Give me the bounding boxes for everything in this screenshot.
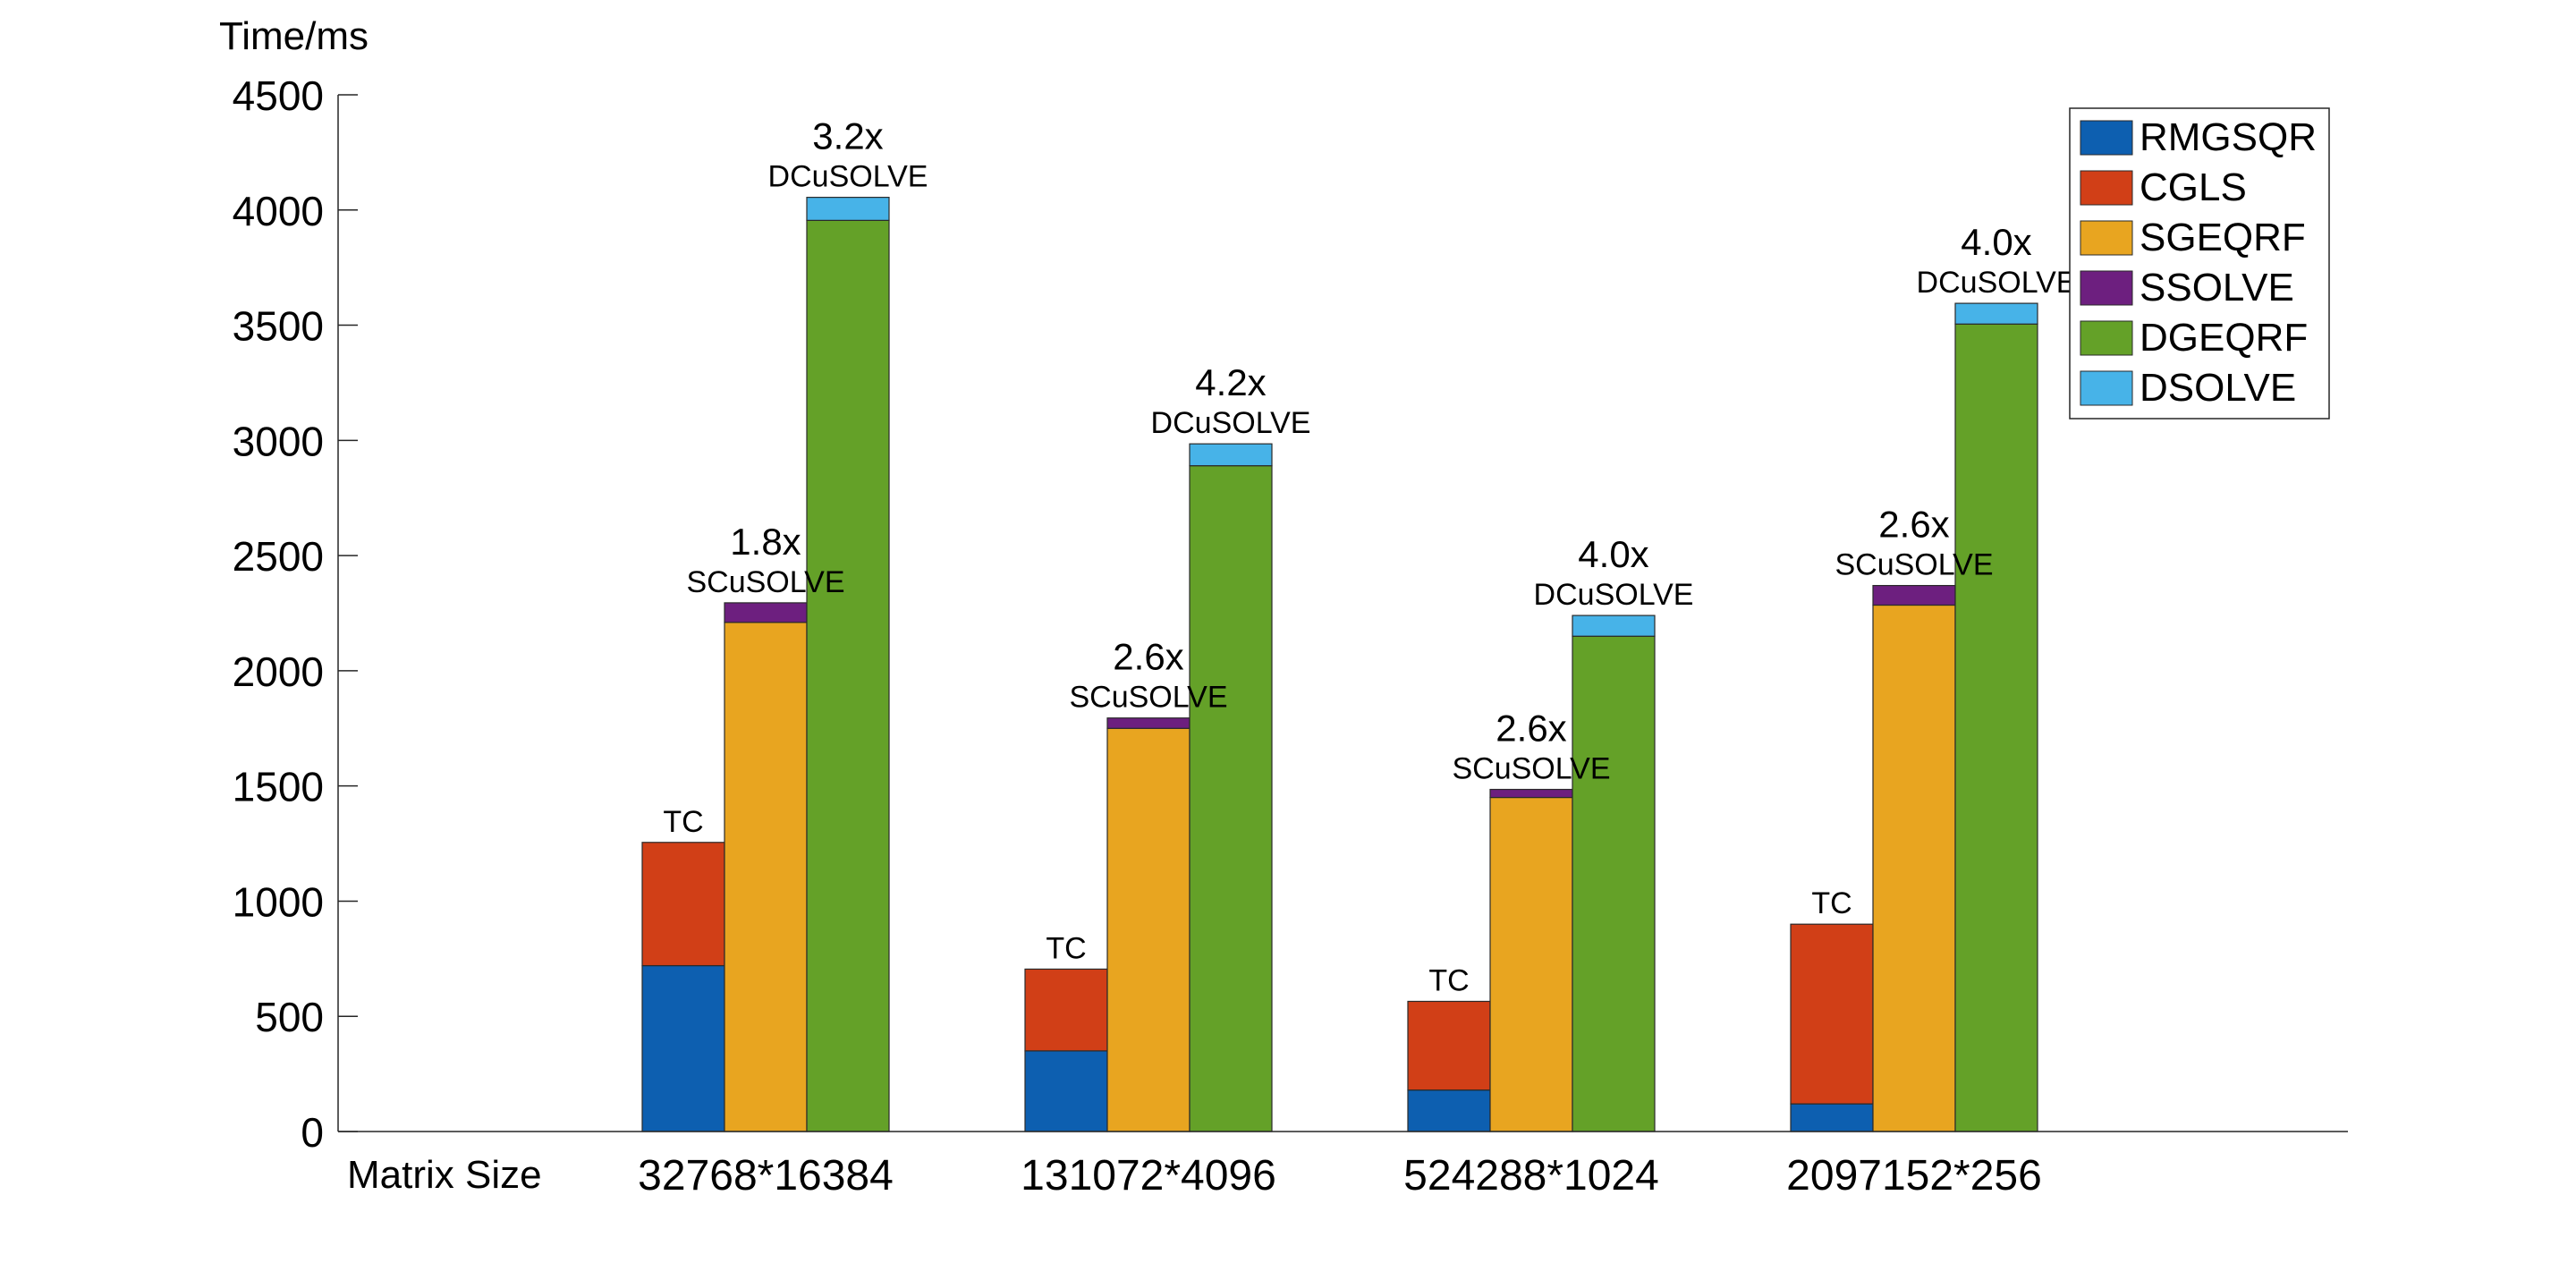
bar-segment-rmgsqr [1024, 1050, 1108, 1132]
bar-method-label: SCuSOLVE [1835, 548, 1993, 582]
legend-swatch-ssolve [2080, 270, 2133, 306]
legend-label-cgls: CGLS [2140, 165, 2247, 209]
legend-swatch-dgeqrf [2080, 320, 2133, 356]
speedup-label: 4.0x [1578, 533, 1648, 575]
x-axis-label: Matrix Size [347, 1153, 542, 1197]
legend: RMGSQR CGLS SGEQRF SSOLVE DGEQRF DSOLVE [2069, 107, 2330, 420]
legend-swatch-sgeqrf [2080, 220, 2133, 256]
bar-segment-dgeqrf [1189, 465, 1273, 1132]
y-tick-label: 0 [301, 1109, 324, 1156]
y-tick-label: 2500 [233, 533, 324, 580]
y-tick-label: 1000 [233, 878, 324, 925]
bar-method-label: SCuSOLVE [1452, 752, 1610, 786]
bar-segment-dsolve [1954, 302, 2038, 325]
y-axis-unit-label: Time/ms [219, 14, 369, 58]
bar-segment-dsolve [806, 197, 890, 221]
bar-segment-ssolve [1489, 788, 1573, 799]
legend-swatch-dsolve [2080, 370, 2133, 406]
bar-segment-cgls [641, 842, 725, 967]
y-tick-label: 500 [255, 994, 324, 1040]
legend-label-sgeqrf: SGEQRF [2140, 216, 2306, 259]
bar-segment-rmgsqr [1407, 1089, 1491, 1132]
bar-method-label: TC [1428, 963, 1469, 997]
x-category-label: 131072*4096 [1021, 1152, 1276, 1199]
bar-segment-dsolve [1572, 615, 1656, 637]
speedup-label: 2.6x [1113, 636, 1183, 678]
legend-swatch-rmgsqr [2080, 120, 2133, 156]
x-category-label: 32768*16384 [638, 1152, 894, 1199]
bar-labels-layer: TCSCuSOLVE1.8xDCuSOLVE3.2x32768*16384TCS… [638, 115, 2076, 1199]
bar-segment-sgeqrf [1489, 796, 1573, 1132]
bar-method-label: DCuSOLVE [1917, 266, 2077, 300]
y-tick-label: 3000 [233, 418, 324, 464]
bar-segment-rmgsqr [641, 964, 725, 1132]
legend-label-dgeqrf: DGEQRF [2140, 316, 2308, 360]
bar-segment-cgls [1407, 1000, 1491, 1091]
bars-layer [641, 197, 2038, 1132]
bar-method-label: DCuSOLVE [768, 160, 928, 194]
bar-segment-ssolve [724, 602, 808, 623]
legend-label-dsolve: DSOLVE [2140, 366, 2296, 410]
speedup-label: 2.6x [1496, 708, 1566, 750]
bar-method-label: TC [1811, 886, 1852, 920]
bar-segment-sgeqrf [1106, 727, 1191, 1132]
x-category-label: 2097152*256 [1786, 1152, 2042, 1199]
bar-segment-dgeqrf [806, 219, 890, 1132]
bar-segment-ssolve [1872, 584, 1956, 606]
speedup-label: 4.0x [1961, 221, 2031, 263]
bar-segment-ssolve [1106, 717, 1191, 729]
y-tick-label: 2000 [233, 648, 324, 695]
speedup-label: 3.2x [812, 115, 883, 157]
bar-method-label: SCuSOLVE [686, 565, 844, 599]
speedup-label: 1.8x [730, 521, 801, 563]
bar-segment-dgeqrf [1954, 323, 2038, 1132]
bar-method-label: DCuSOLVE [1534, 578, 1694, 612]
bar-segment-cgls [1790, 923, 1874, 1105]
x-category-label: 524288*1024 [1403, 1152, 1659, 1199]
bar-segment-cgls [1024, 968, 1108, 1052]
bar-segment-sgeqrf [724, 622, 808, 1132]
bar-segment-dgeqrf [1572, 635, 1656, 1132]
y-tick-label: 3500 [233, 303, 324, 350]
bar-segment-rmgsqr [1790, 1103, 1874, 1132]
bar-method-label: TC [1046, 931, 1086, 965]
legend-swatch-cgls [2080, 170, 2133, 206]
bar-segment-dsolve [1189, 443, 1273, 467]
legend-label-rmgsqr: RMGSQR [2140, 115, 2317, 159]
legend-box [2069, 107, 2330, 420]
y-tick-label: 4500 [233, 72, 324, 119]
bar-method-label: SCuSOLVE [1069, 681, 1227, 715]
y-tick-label: 4000 [233, 188, 324, 234]
bar-method-label: TC [663, 805, 703, 839]
y-tick-label: 1500 [233, 764, 324, 810]
speedup-label: 4.2x [1195, 361, 1266, 403]
legend-label-ssolve: SSOLVE [2140, 266, 2294, 309]
axes-layer: 0 500 1000 1500 2000 2500 3000 3500 4000 4500 [233, 72, 2348, 1156]
speedup-label: 2.6x [1878, 504, 1949, 546]
bar-segment-sgeqrf [1872, 604, 1956, 1132]
bar-method-label: DCuSOLVE [1151, 406, 1311, 440]
